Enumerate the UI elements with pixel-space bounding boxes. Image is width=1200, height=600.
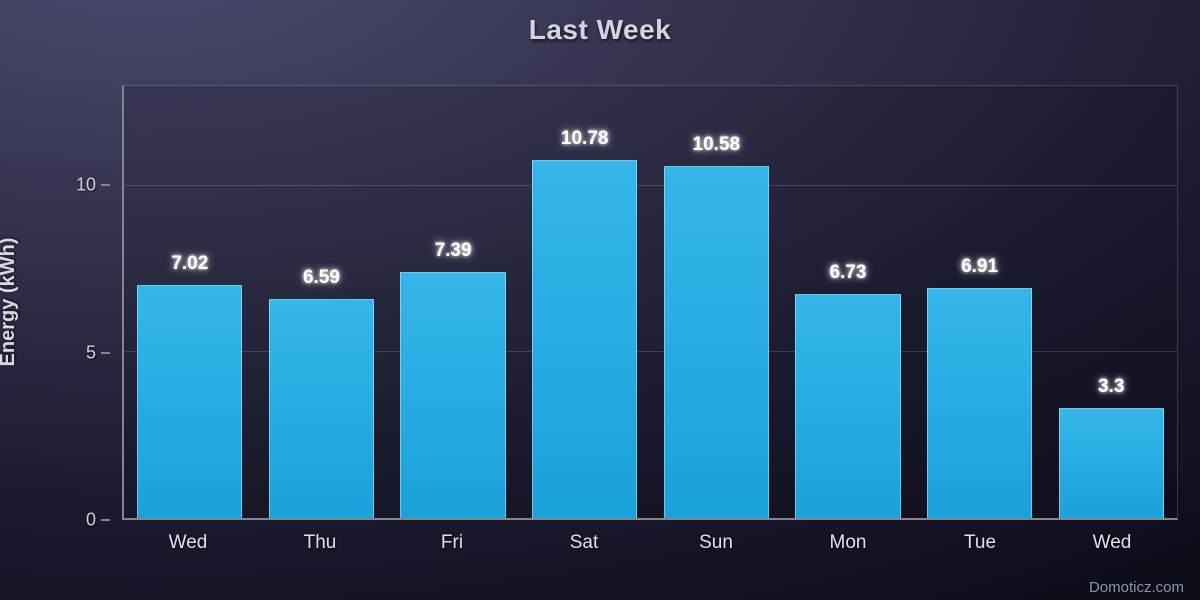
x-tick-label: Thu (303, 532, 337, 553)
bar[interactable] (400, 272, 506, 518)
x-tick-label: Wed (168, 532, 208, 553)
gridline (124, 184, 1177, 186)
chart-title: Last Week (528, 14, 672, 45)
y-tick-label: 0 (85, 509, 96, 530)
x-tick-label: Sat (569, 532, 599, 553)
bar-value-label: 6.59 (302, 267, 340, 289)
y-tick-mark (101, 519, 110, 521)
bar[interactable] (268, 299, 375, 518)
y-tick-label: 5 (85, 342, 96, 363)
x-tick-label: Wed (1092, 532, 1132, 553)
bar-value-label: 7.02 (171, 252, 209, 274)
watermark: Domoticz.com (1088, 579, 1184, 596)
x-tick-label: Fri (440, 532, 464, 553)
bar-value-label: 6.73 (829, 262, 867, 284)
y-tick-mark (101, 184, 110, 187)
y-tick-label: 10 (75, 174, 96, 195)
bar[interactable] (1058, 408, 1164, 518)
bar[interactable] (532, 159, 638, 518)
bar-value-label: 6.91 (961, 256, 999, 278)
x-tick-label: Tue (963, 532, 997, 553)
bar[interactable] (663, 166, 769, 518)
bar[interactable] (137, 284, 243, 518)
x-tick-label: Mon (829, 532, 867, 553)
y-tick-mark (101, 351, 110, 354)
bar[interactable] (795, 294, 901, 518)
x-tick-label: Sun (699, 532, 733, 553)
bar-value-label: 7.39 (434, 240, 472, 262)
bar-value-label: 10.58 (692, 134, 741, 156)
x-axis: Wed Thu Fri Sat Sun Mon Tue Wed (122, 532, 1178, 562)
plot-area: 7.02 6.59 7.39 10.78 10.58 6.73 6.91 3.3 (122, 85, 1178, 520)
y-axis: 0 5 10 (60, 85, 110, 530)
bar-value-label: 10.78 (560, 127, 609, 149)
bar-value-label: 3.3 (1097, 376, 1125, 398)
bar[interactable] (926, 288, 1033, 518)
gridline (124, 350, 1177, 352)
